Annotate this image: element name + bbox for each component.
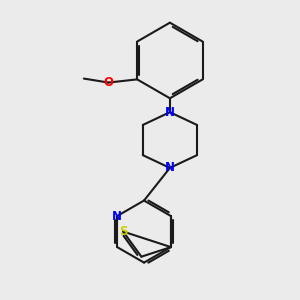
Text: S: S <box>119 225 128 238</box>
Text: N: N <box>165 161 175 174</box>
Text: O: O <box>103 76 113 89</box>
Text: N: N <box>112 210 122 223</box>
Text: N: N <box>165 106 175 119</box>
